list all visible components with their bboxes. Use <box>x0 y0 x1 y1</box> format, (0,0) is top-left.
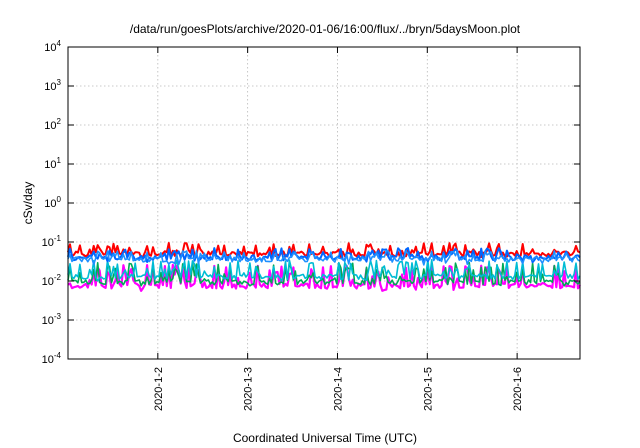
y-tick-label: 10-3 <box>42 312 62 327</box>
x-tick-label: 2020-1-4 <box>332 367 344 411</box>
x-tick-label: 2020-1-6 <box>512 367 524 411</box>
series-group <box>67 242 581 292</box>
x-tick-label: 2020-1-2 <box>153 367 165 411</box>
grid <box>68 47 580 359</box>
x-axis: 2020-1-2 2020-1-3 2020-1-4 2020-1-5 2020-1-6 <box>153 47 524 411</box>
x-axis-label: Coordinated Universal Time (UTC) <box>233 431 417 445</box>
y-tick-label: 103 <box>44 78 61 93</box>
series-line-3 <box>67 259 581 282</box>
y-tick-label: 10-4 <box>42 351 62 366</box>
y-tick-label: 101 <box>44 156 61 171</box>
chart-title: /data/run/goesPlots/archive/2020-01-06/1… <box>130 22 521 36</box>
series-line-6 <box>67 250 581 266</box>
y-axis-label: cSv/day <box>21 182 35 225</box>
y-tick-label: 102 <box>44 117 61 132</box>
x-tick-label: 2020-1-3 <box>243 367 255 411</box>
y-tick-label: 10-1 <box>42 234 62 249</box>
x-tick-label: 2020-1-5 <box>422 367 434 411</box>
y-tick-label: 104 <box>44 39 61 54</box>
y-tick-label: 10-2 <box>42 273 62 288</box>
y-tick-label: 100 <box>44 195 61 210</box>
series-line-4 <box>67 242 581 259</box>
y-axis: 10-4 10-3 10-2 10-1 100 101 102 103 104 <box>42 39 580 366</box>
